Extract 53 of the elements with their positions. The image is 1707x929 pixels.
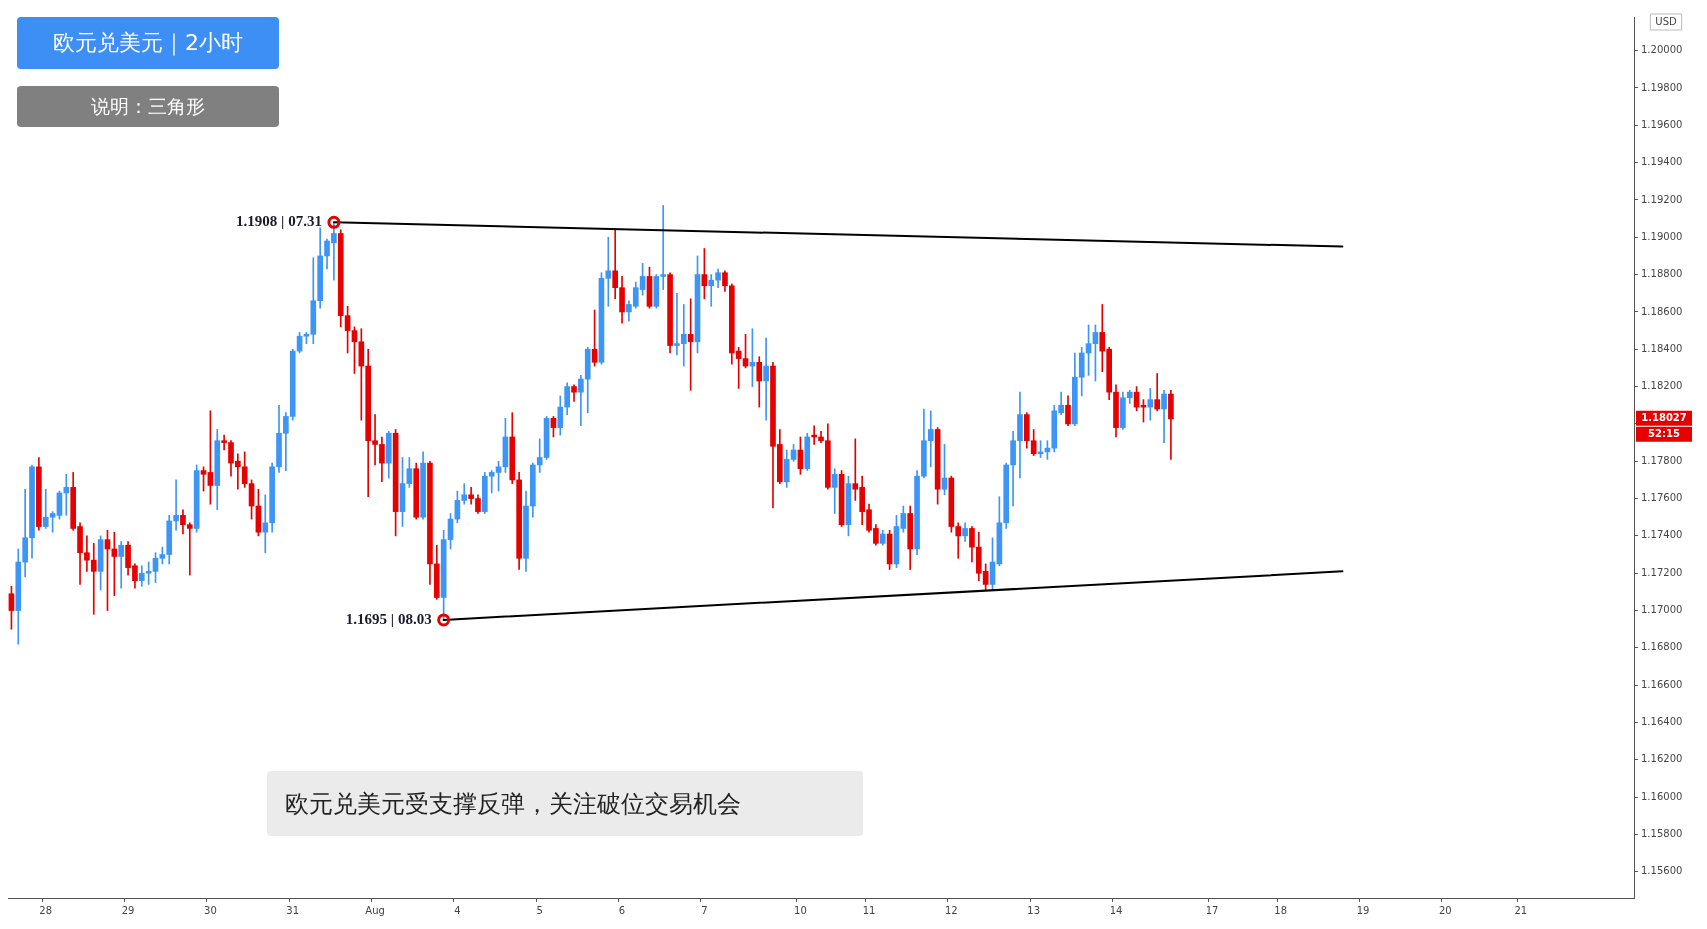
y-tick-label: 1.17800 (1641, 454, 1683, 466)
x-tick-label: 5 (536, 904, 543, 916)
y-tick-label: 1.18200 (1641, 380, 1683, 392)
y-tick-label: 1.16000 (1641, 790, 1683, 802)
x-tick-label: 7 (701, 904, 708, 916)
x-tick-label: 28 (39, 904, 53, 916)
y-tick-label: 1.16800 (1641, 641, 1683, 653)
y-tick-label: 1.19400 (1641, 156, 1683, 168)
y-tick-label: 1.17000 (1641, 604, 1683, 616)
x-tick-label: 10 (794, 904, 807, 916)
x-tick-label: 17 (1205, 904, 1219, 916)
y-tick-label: 1.18600 (1641, 305, 1683, 317)
x-tick-label: 31 (286, 904, 300, 916)
x-tick-label: 11 (862, 904, 876, 916)
x-tick-label: 18 (1274, 904, 1288, 916)
y-tick-label: 1.19800 (1641, 81, 1683, 93)
subtitle-box: 说明：三角形 (17, 86, 279, 127)
y-tick-label: 1.19600 (1641, 118, 1683, 130)
annotation: 1.1908 | 07.31 (236, 213, 322, 230)
annotation: 1.1695 | 08.03 (345, 610, 432, 627)
y-tick-label: 1.20000 (1641, 44, 1683, 56)
candlestick (63, 473, 70, 516)
x-tick-label: 21 (1514, 904, 1528, 916)
y-tick-label: 1.17200 (1641, 566, 1683, 578)
y-tick-label: 1.17400 (1641, 529, 1683, 541)
y-tick-label: 1.18400 (1641, 342, 1683, 354)
y-tick-label: 1.16200 (1641, 753, 1683, 765)
y-tick-label: 1.16600 (1641, 678, 1683, 690)
x-tick-label: 13 (1027, 904, 1041, 916)
x-tick-label: 14 (1109, 904, 1123, 916)
y-tick-label: 1.15600 (1641, 865, 1683, 877)
y-tick-label: 1.17600 (1641, 492, 1683, 504)
title-box: 欧元兑美元｜2小时 (17, 17, 279, 69)
x-tick-label: 30 (204, 904, 217, 916)
x-tick-label: 12 (944, 904, 958, 916)
x-tick-label: Aug (365, 904, 385, 916)
y-tick-label: 1.16400 (1641, 716, 1683, 728)
y-tick-label: 1.19200 (1641, 193, 1683, 205)
y-tick-label: 1.15800 (1641, 828, 1683, 840)
x-tick-label: 19 (1356, 904, 1370, 916)
y-tick-label: 1.18800 (1641, 268, 1683, 280)
x-tick-label: 29 (121, 904, 135, 916)
y-tick-label: 1.19000 (1641, 230, 1683, 242)
x-tick-label: 6 (618, 904, 626, 916)
x-tick-label: 20 (1438, 904, 1452, 916)
x-tick-label: 4 (454, 904, 461, 916)
candlestick (763, 337, 769, 421)
comment-box: 欧元兑美元受支撑反弹，关注破位交易机会 (267, 771, 863, 836)
y-axis-title: USD (1655, 15, 1677, 27)
text: 1.18027 (1641, 412, 1687, 424)
text: 52:15 (1648, 428, 1680, 440)
candlestick (90, 543, 97, 615)
candlestick (173, 479, 179, 531)
